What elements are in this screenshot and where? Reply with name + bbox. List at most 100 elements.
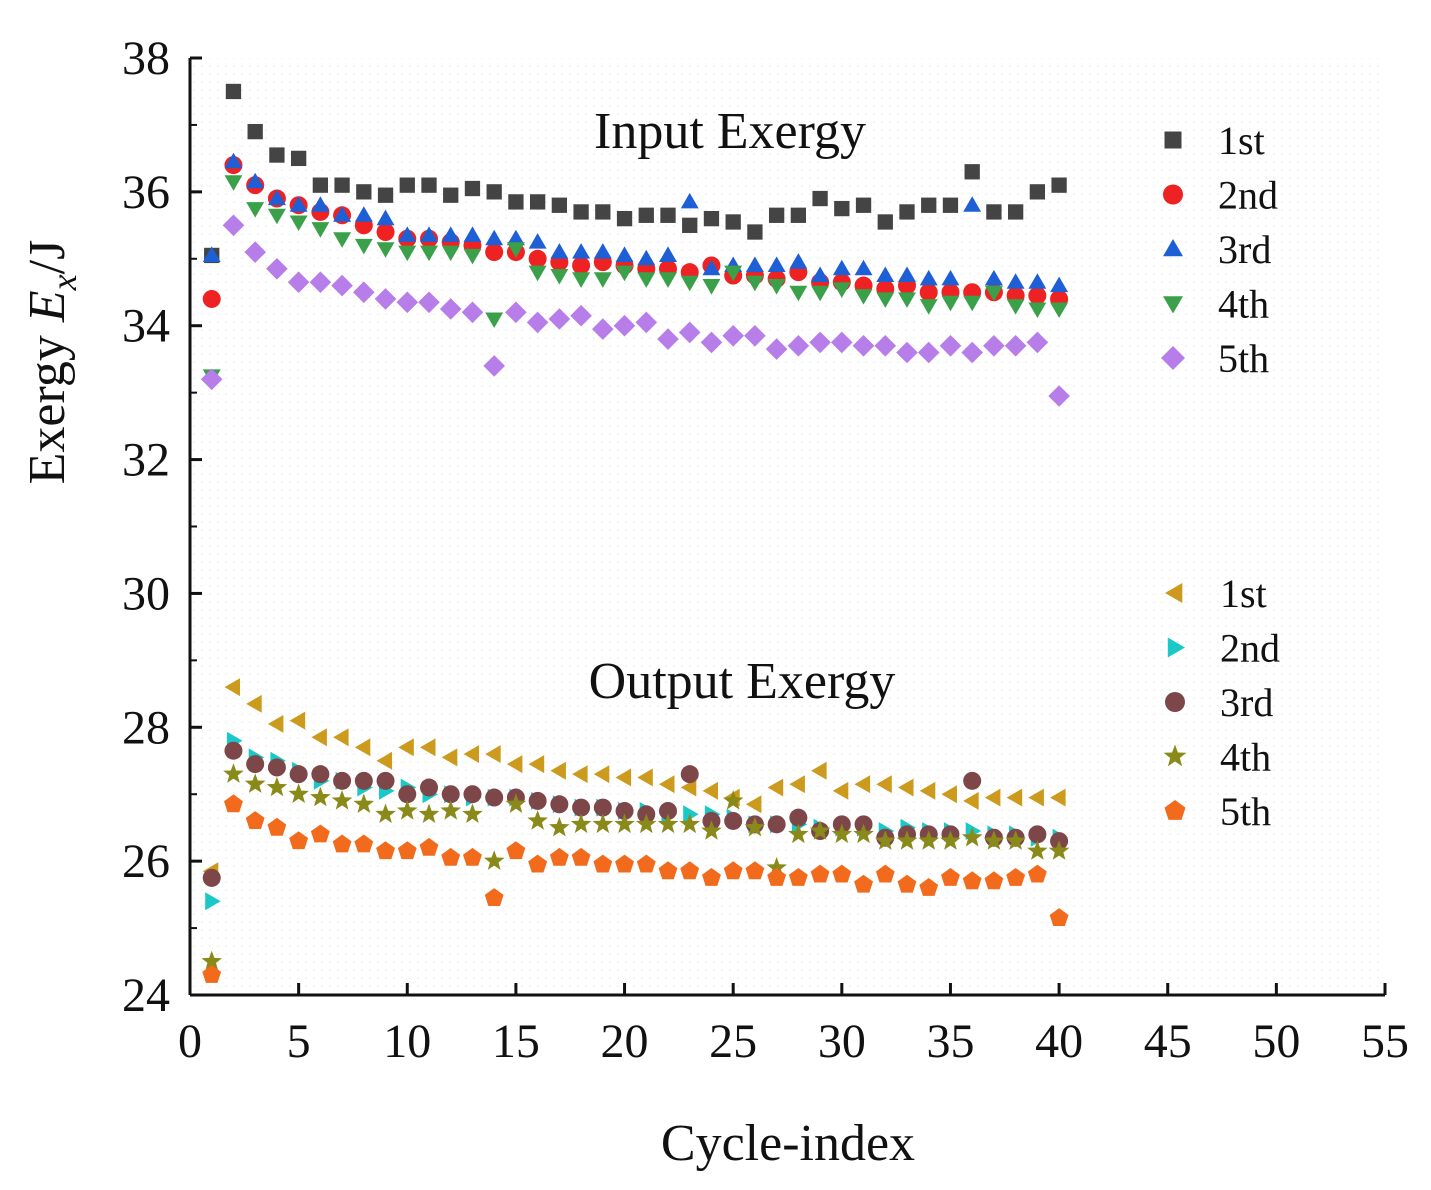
legend-marker: [1161, 346, 1185, 370]
data-point: [832, 282, 851, 298]
data-point: [767, 778, 784, 797]
data-point: [331, 274, 353, 297]
data-point: [919, 299, 938, 315]
x-tick-label: 5: [287, 1015, 311, 1068]
data-point: [745, 275, 764, 292]
data-point: [744, 325, 766, 347]
data-point: [680, 765, 699, 784]
data-point: [463, 745, 479, 763]
legend-marker: [1163, 184, 1183, 205]
data-point: [311, 222, 330, 238]
data-point: [529, 194, 546, 210]
data-point: [747, 224, 763, 240]
data-point: [809, 331, 831, 354]
legend-label: 4th: [1220, 735, 1271, 780]
data-point: [288, 783, 309, 803]
output-exergy-annotation: Output Exergy: [589, 653, 896, 710]
data-point: [419, 837, 439, 856]
data-point: [898, 266, 916, 282]
data-point: [941, 785, 957, 804]
data-point: [505, 301, 527, 324]
data-point: [789, 253, 808, 269]
legend-label: 5th: [1218, 336, 1269, 381]
data-point: [592, 318, 614, 340]
data-point: [984, 788, 1001, 807]
data-point: [527, 810, 548, 830]
data-point: [376, 242, 395, 258]
data-point: [441, 847, 461, 866]
data-point: [659, 272, 677, 288]
data-point: [941, 269, 960, 286]
data-point: [289, 831, 309, 850]
data-point: [678, 321, 701, 344]
data-point: [224, 175, 243, 191]
data-point: [659, 801, 677, 820]
data-point: [917, 341, 940, 364]
data-point: [398, 785, 417, 804]
data-point: [224, 152, 243, 169]
data-point: [615, 768, 632, 787]
y-tick-label: 26: [122, 835, 170, 888]
x-tick-label: 15: [492, 1015, 540, 1068]
legend-item: 4th: [1163, 735, 1271, 780]
data-point: [789, 285, 808, 302]
data-point: [962, 871, 982, 890]
data-point: [484, 888, 504, 906]
data-point: [485, 243, 504, 262]
data-point: [680, 861, 700, 880]
data-point: [528, 791, 547, 810]
data-point: [443, 187, 459, 203]
output-exergy-series-group: [201, 678, 1070, 983]
data-point: [375, 803, 396, 823]
data-point: [246, 202, 265, 218]
data-point: [1027, 840, 1048, 860]
data-point: [877, 214, 893, 230]
data-point: [289, 196, 308, 212]
data-point: [810, 864, 830, 883]
data-point: [398, 226, 417, 242]
legend-input-exergy: 1st 2nd 3rd 4th 5th: [1161, 118, 1278, 381]
data-point: [745, 795, 762, 814]
data-point: [767, 815, 786, 834]
data-point: [463, 847, 482, 866]
data-point: [831, 823, 853, 844]
data-point: [463, 248, 482, 265]
data-point: [332, 834, 352, 853]
data-point: [1006, 273, 1025, 289]
data-point: [441, 245, 460, 262]
data-point: [898, 292, 916, 308]
x-tick-label: 0: [178, 1015, 202, 1068]
data-point: [1050, 788, 1066, 807]
data-point: [984, 285, 1003, 302]
data-point: [333, 206, 352, 222]
y-tick-label: 32: [122, 434, 170, 487]
data-point: [398, 738, 414, 757]
data-point: [374, 288, 397, 310]
data-point: [506, 755, 523, 774]
data-point: [637, 249, 656, 266]
y-tick-label: 24: [122, 969, 170, 1022]
data-point: [376, 223, 395, 242]
data-point: [593, 798, 612, 817]
data-point: [832, 781, 849, 800]
y-tick-label: 30: [122, 567, 170, 620]
data-point: [418, 291, 440, 314]
data-point: [200, 368, 223, 391]
legend-item: 1st: [1165, 571, 1267, 616]
data-point: [767, 868, 787, 886]
data-point: [244, 241, 266, 263]
data-point: [745, 861, 765, 880]
data-point: [550, 795, 569, 814]
data-point: [854, 259, 873, 276]
data-point: [398, 245, 417, 262]
data-point: [549, 847, 569, 866]
x-tick-label: 25: [709, 1015, 757, 1068]
data-point: [1006, 299, 1025, 315]
data-point: [247, 123, 263, 140]
data-point: [1050, 276, 1069, 293]
data-point: [396, 291, 419, 314]
data-point: [397, 800, 418, 820]
data-point: [224, 678, 240, 697]
data-point: [723, 861, 743, 880]
data-point: [854, 775, 871, 794]
